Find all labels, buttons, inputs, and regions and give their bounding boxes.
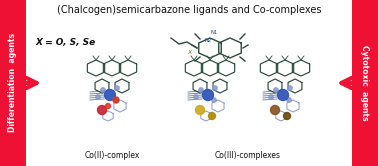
Text: N1: N1 bbox=[211, 31, 218, 36]
Circle shape bbox=[287, 98, 291, 102]
Circle shape bbox=[269, 95, 273, 99]
Circle shape bbox=[288, 86, 292, 90]
Text: Co(II)-complex: Co(II)-complex bbox=[84, 151, 140, 160]
Circle shape bbox=[212, 98, 216, 102]
Circle shape bbox=[113, 97, 119, 103]
Circle shape bbox=[96, 95, 100, 99]
Circle shape bbox=[115, 86, 119, 90]
FancyBboxPatch shape bbox=[22, 0, 356, 166]
Circle shape bbox=[277, 89, 288, 100]
Circle shape bbox=[203, 89, 214, 100]
Text: N2: N2 bbox=[204, 39, 212, 43]
Circle shape bbox=[105, 103, 110, 109]
FancyBboxPatch shape bbox=[352, 0, 378, 166]
Circle shape bbox=[195, 106, 204, 115]
Circle shape bbox=[199, 88, 203, 92]
Circle shape bbox=[274, 88, 278, 92]
Circle shape bbox=[284, 113, 291, 120]
Text: X: X bbox=[187, 49, 191, 54]
Circle shape bbox=[114, 98, 118, 102]
Circle shape bbox=[194, 95, 198, 99]
Text: Cytotoxic  agents: Cytotoxic agents bbox=[361, 45, 370, 121]
Text: X = O, S, Se: X = O, S, Se bbox=[36, 39, 96, 47]
Text: (Chalcogen)semicarbazone ligands and Co-complexes: (Chalcogen)semicarbazone ligands and Co-… bbox=[57, 5, 321, 15]
Circle shape bbox=[271, 106, 279, 115]
Text: Differentiation  agents: Differentiation agents bbox=[8, 34, 17, 132]
Text: Co(III)-complexes: Co(III)-complexes bbox=[215, 151, 281, 160]
FancyBboxPatch shape bbox=[0, 0, 26, 166]
Circle shape bbox=[101, 88, 105, 92]
Circle shape bbox=[98, 106, 107, 115]
Circle shape bbox=[104, 89, 116, 100]
Circle shape bbox=[213, 86, 217, 90]
Circle shape bbox=[209, 113, 215, 120]
